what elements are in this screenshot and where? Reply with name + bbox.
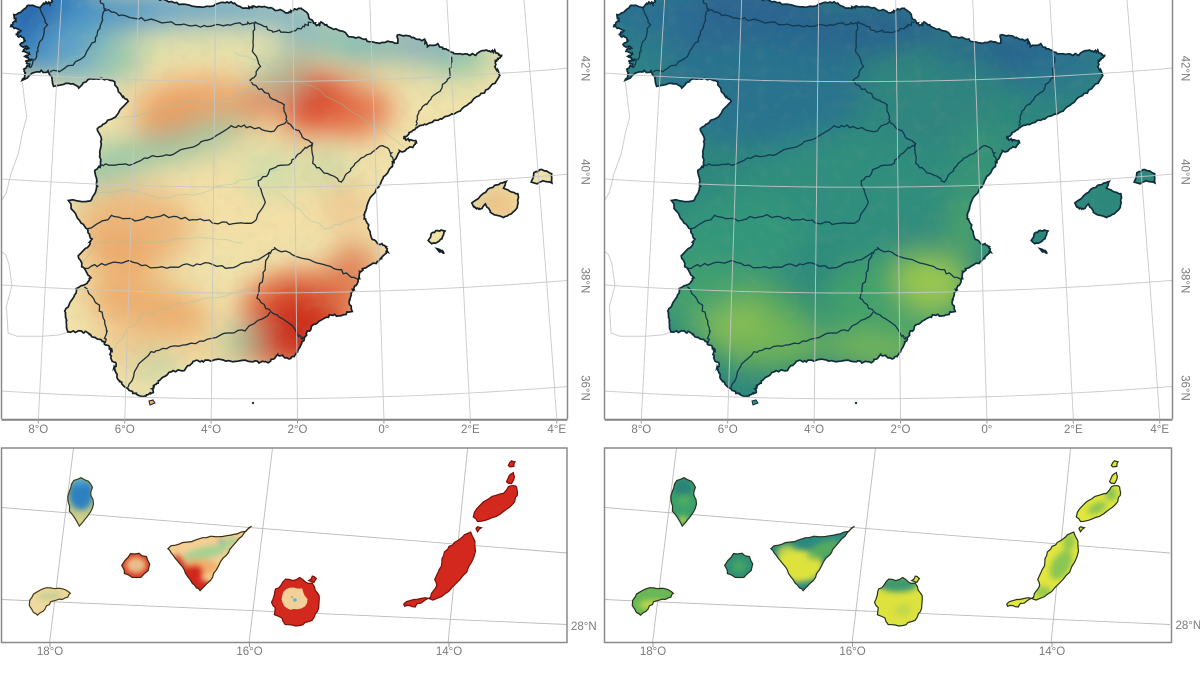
svg-text:2°E: 2°E	[461, 424, 480, 436]
svg-text:2°O: 2°O	[891, 424, 911, 436]
svg-text:8°O: 8°O	[631, 424, 651, 436]
svg-text:2°E: 2°E	[1064, 424, 1083, 436]
svg-text:18°O: 18°O	[640, 646, 666, 658]
svg-text:0°: 0°	[378, 424, 389, 436]
svg-text:4°E: 4°E	[547, 424, 566, 436]
svg-text:40°N: 40°N	[1179, 159, 1191, 185]
svg-text:8°O: 8°O	[28, 424, 48, 436]
svg-text:6°O: 6°O	[718, 424, 738, 436]
svg-text:0°: 0°	[981, 424, 992, 436]
svg-text:28°N: 28°N	[571, 621, 597, 633]
svg-text:14°O: 14°O	[436, 646, 462, 658]
svg-text:2°O: 2°O	[288, 424, 308, 436]
svg-text:36°N: 36°N	[1179, 375, 1191, 401]
svg-text:4°O: 4°O	[804, 424, 824, 436]
svg-text:38°N: 38°N	[579, 268, 591, 294]
svg-text:4°O: 4°O	[201, 424, 221, 436]
svg-text:42°N: 42°N	[579, 56, 591, 82]
svg-text:4°E: 4°E	[1150, 424, 1169, 436]
svg-text:42°N: 42°N	[1179, 56, 1191, 82]
svg-text:6°O: 6°O	[115, 424, 135, 436]
svg-text:18°O: 18°O	[37, 646, 63, 658]
svg-text:16°O: 16°O	[236, 646, 262, 658]
svg-text:38°N: 38°N	[1179, 268, 1191, 294]
svg-text:14°O: 14°O	[1039, 646, 1065, 658]
svg-text:16°O: 16°O	[839, 646, 865, 658]
svg-text:40°N: 40°N	[579, 159, 591, 185]
svg-text:36°N: 36°N	[579, 375, 591, 401]
svg-text:28°N: 28°N	[1176, 620, 1200, 632]
